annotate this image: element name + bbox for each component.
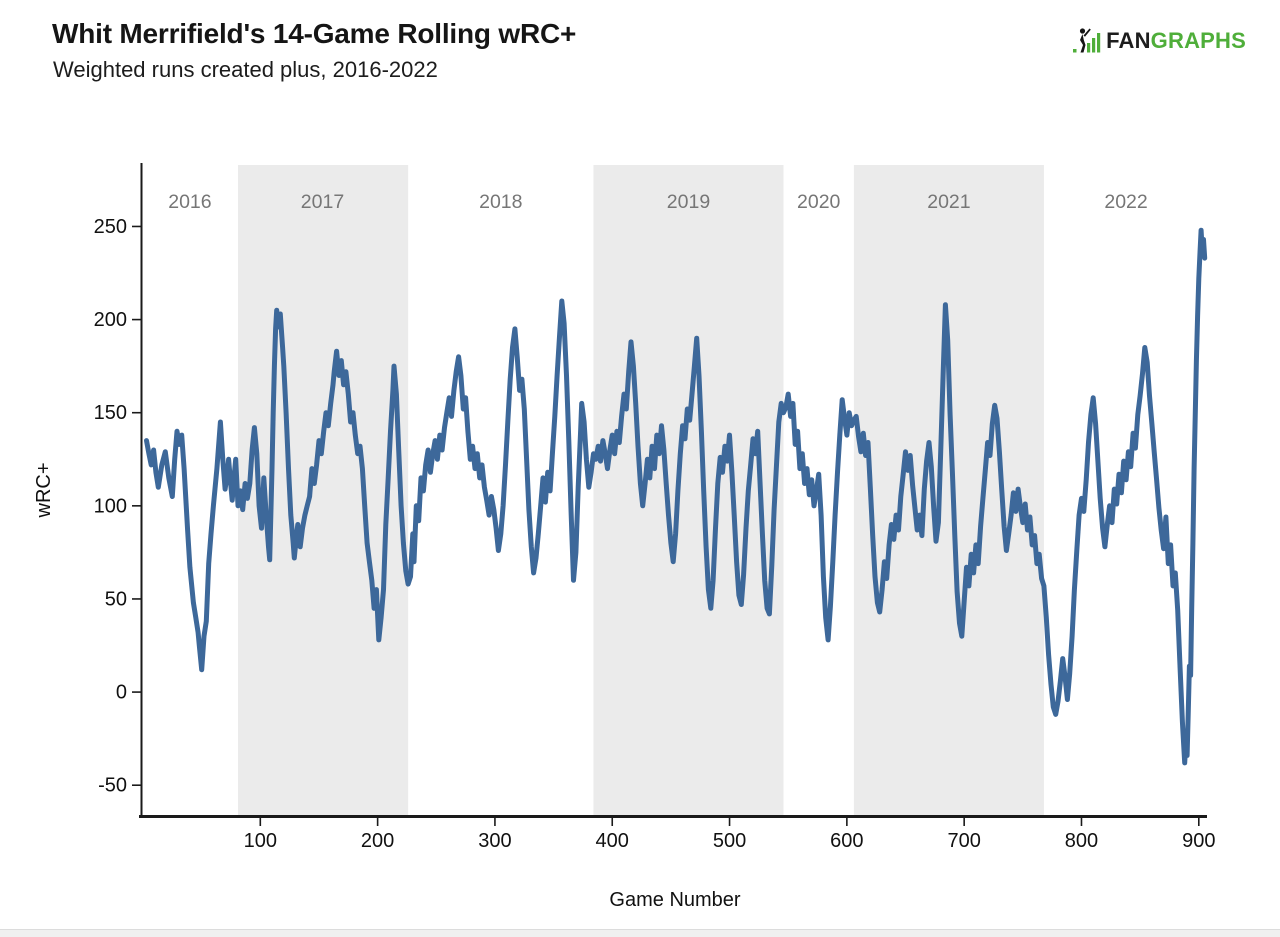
y-tick-label-50: 50 — [105, 588, 127, 610]
window-bottom-edge — [0, 929, 1280, 937]
x-tick-label-300: 300 — [478, 830, 511, 852]
y-tick-label-250: 250 — [94, 216, 127, 238]
season-label-2018: 2018 — [479, 191, 522, 213]
y-tick-label-0: 0 — [116, 682, 127, 704]
fangraphs-logo: FAN GRAPHS — [1072, 24, 1246, 54]
page-title: Whit Merrifield's 14-Game Rolling wRC+ — [52, 18, 577, 49]
logo-text-graphs: GRAPHS — [1150, 28, 1246, 53]
season-band-2021 — [853, 165, 1044, 815]
x-tick-label-600: 600 — [830, 830, 863, 852]
logo-text-fan: FAN — [1106, 28, 1151, 53]
page-subtitle: Weighted runs created plus, 2016-2022 — [53, 57, 438, 82]
y-tick-label-200: 200 — [94, 309, 127, 331]
fangraphs-batter-icon — [1073, 28, 1101, 53]
x-axis-title: Game Number — [609, 889, 740, 911]
x-tick-label-200: 200 — [361, 830, 394, 852]
x-tick-label-500: 500 — [713, 830, 746, 852]
season-label-2021: 2021 — [927, 191, 970, 213]
season-label-2022: 2022 — [1104, 191, 1147, 213]
y-tick-label--50: -50 — [98, 775, 127, 797]
x-tick-label-400: 400 — [596, 830, 629, 852]
y-tick-label-100: 100 — [94, 495, 127, 517]
season-label-2016: 2016 — [168, 191, 211, 213]
season-band-2019 — [593, 165, 784, 815]
x-tick-label-100: 100 — [244, 830, 277, 852]
rolling-wrc-line — [144, 227, 1208, 766]
x-tick-label-800: 800 — [1065, 830, 1098, 852]
season-label-2017: 2017 — [301, 191, 344, 213]
x-tick-label-700: 700 — [947, 830, 980, 852]
y-axis-title: wRC+ — [33, 462, 55, 518]
x-tick-label-900: 900 — [1182, 830, 1215, 852]
season-label-2020: 2020 — [797, 191, 841, 213]
y-tick-label-150: 150 — [94, 402, 127, 424]
season-label-2019: 2019 — [667, 191, 710, 213]
